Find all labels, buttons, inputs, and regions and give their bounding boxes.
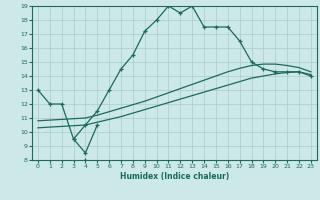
X-axis label: Humidex (Indice chaleur): Humidex (Indice chaleur) [120,172,229,181]
